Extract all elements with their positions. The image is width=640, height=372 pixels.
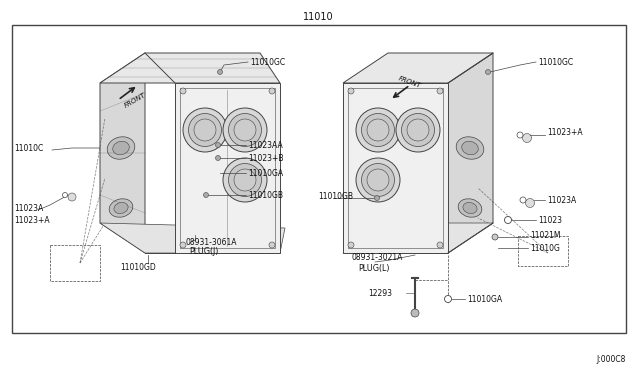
Text: PLUG(L): PLUG(L) [358, 263, 390, 273]
Circle shape [269, 88, 275, 94]
Circle shape [216, 155, 221, 160]
Circle shape [223, 158, 267, 202]
Text: 11010GD: 11010GD [120, 263, 156, 272]
Text: 11023+A: 11023+A [547, 128, 582, 137]
Circle shape [401, 113, 435, 147]
Text: FRONT: FRONT [123, 92, 147, 109]
Ellipse shape [458, 199, 482, 217]
Circle shape [348, 242, 354, 248]
Text: 11023A: 11023A [547, 196, 576, 205]
Ellipse shape [114, 202, 128, 214]
Circle shape [194, 119, 216, 141]
Circle shape [218, 70, 223, 74]
Circle shape [180, 242, 186, 248]
Circle shape [520, 197, 526, 203]
Text: 11010GC: 11010GC [538, 58, 573, 67]
Ellipse shape [107, 137, 135, 159]
Circle shape [228, 113, 262, 147]
Bar [343, 83, 448, 253]
Circle shape [63, 192, 67, 198]
Circle shape [522, 134, 531, 142]
Text: PLUG(J): PLUG(J) [189, 247, 218, 257]
Ellipse shape [113, 141, 129, 155]
Circle shape [517, 132, 523, 138]
Text: 11010GC: 11010GC [250, 58, 285, 67]
Circle shape [362, 113, 394, 147]
Text: 11010G: 11010G [530, 244, 560, 253]
Circle shape [437, 88, 443, 94]
Polygon shape [100, 53, 145, 253]
Circle shape [492, 234, 498, 240]
Bar [12, 25, 626, 333]
Circle shape [407, 119, 429, 141]
Bar [50, 245, 100, 281]
Ellipse shape [109, 199, 133, 217]
Ellipse shape [456, 137, 484, 159]
Text: 11023: 11023 [538, 215, 562, 224]
Bar [348, 88, 443, 248]
Ellipse shape [461, 141, 478, 155]
Text: 11021M: 11021M [530, 231, 561, 240]
Polygon shape [100, 223, 285, 253]
Text: 11023A: 11023A [14, 203, 44, 212]
Polygon shape [343, 223, 493, 253]
Text: 12293: 12293 [368, 289, 392, 298]
Text: J:000C8: J:000C8 [596, 356, 626, 365]
Circle shape [234, 119, 256, 141]
Bar [180, 88, 275, 248]
Circle shape [228, 164, 262, 196]
Circle shape [437, 242, 443, 248]
Text: 11010GB: 11010GB [248, 190, 283, 199]
Circle shape [68, 193, 76, 201]
Circle shape [367, 169, 389, 191]
Circle shape [234, 169, 256, 191]
Circle shape [183, 108, 227, 152]
Circle shape [216, 142, 221, 148]
Circle shape [504, 217, 511, 224]
Circle shape [525, 199, 534, 208]
Circle shape [269, 242, 275, 248]
Circle shape [204, 192, 209, 198]
Circle shape [348, 88, 354, 94]
Polygon shape [100, 53, 280, 83]
Circle shape [374, 196, 380, 201]
Circle shape [411, 309, 419, 317]
Circle shape [396, 108, 440, 152]
Circle shape [189, 113, 221, 147]
Circle shape [356, 108, 400, 152]
Polygon shape [448, 53, 493, 253]
Text: 11023+B: 11023+B [248, 154, 284, 163]
Circle shape [356, 158, 400, 202]
Bar [175, 83, 280, 253]
Text: 11010GB: 11010GB [318, 192, 353, 201]
Circle shape [223, 108, 267, 152]
Text: 11010: 11010 [303, 12, 333, 22]
Circle shape [367, 119, 389, 141]
Ellipse shape [463, 202, 477, 214]
Circle shape [362, 164, 394, 196]
Text: FRONT: FRONT [397, 75, 422, 89]
Bar [518, 236, 568, 266]
Text: 11010GA: 11010GA [467, 295, 502, 304]
Text: 11010GA: 11010GA [248, 169, 283, 177]
Text: 11023AA: 11023AA [248, 141, 283, 150]
Text: 08931-3021A: 08931-3021A [352, 253, 403, 262]
Circle shape [445, 295, 451, 302]
Text: 11010C: 11010C [14, 144, 44, 153]
Circle shape [180, 88, 186, 94]
Circle shape [486, 70, 490, 74]
Polygon shape [343, 53, 493, 83]
Text: 11023+A: 11023+A [14, 215, 50, 224]
Text: 08931-3061A: 08931-3061A [185, 237, 237, 247]
